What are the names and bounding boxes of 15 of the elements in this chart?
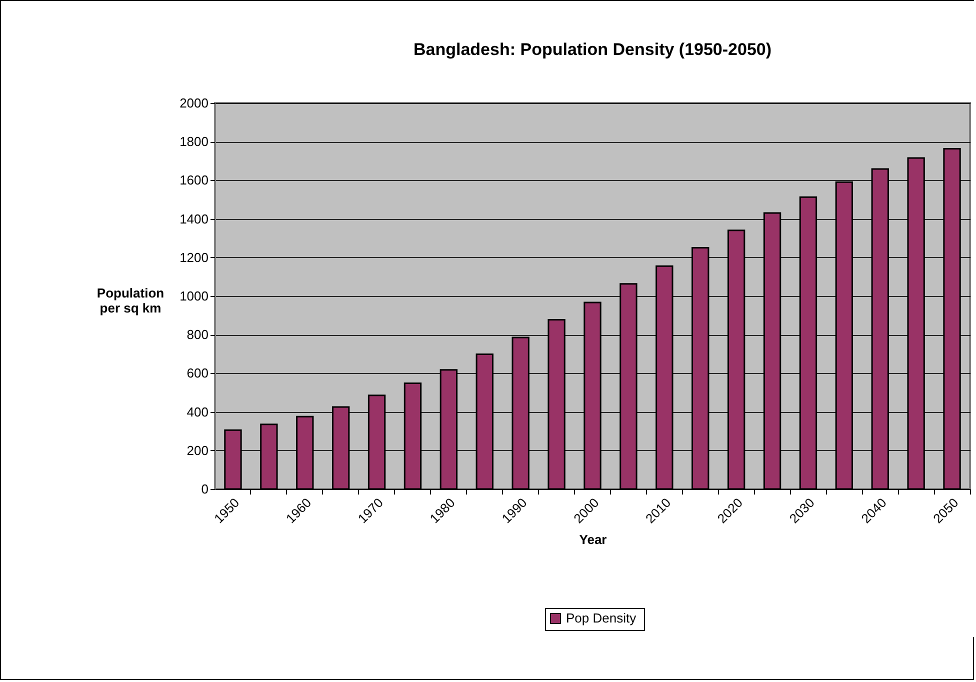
- y-tick-label: 1600: [180, 172, 208, 188]
- chart-title: Bangladesh: Population Density (1950-2050): [413, 40, 772, 59]
- legend-label: Pop Density: [566, 610, 637, 626]
- y-tick-label: 1200: [180, 250, 208, 265]
- y-tick-label: 1000: [180, 288, 208, 304]
- y-tick-label: 400: [186, 404, 208, 420]
- y-tick-label: 0: [201, 482, 208, 496]
- y-tick-label: 800: [186, 327, 208, 342]
- y-tick-label: 1400: [180, 211, 208, 226]
- y-tick-label: 2000: [180, 96, 208, 110]
- y-tick-label: 200: [186, 442, 208, 458]
- y-tick-label: 600: [186, 366, 208, 381]
- x-axis-title: Year: [579, 532, 607, 548]
- y-axis-title: Population per sq km: [96, 286, 164, 316]
- y-tick-label: 1800: [180, 134, 208, 150]
